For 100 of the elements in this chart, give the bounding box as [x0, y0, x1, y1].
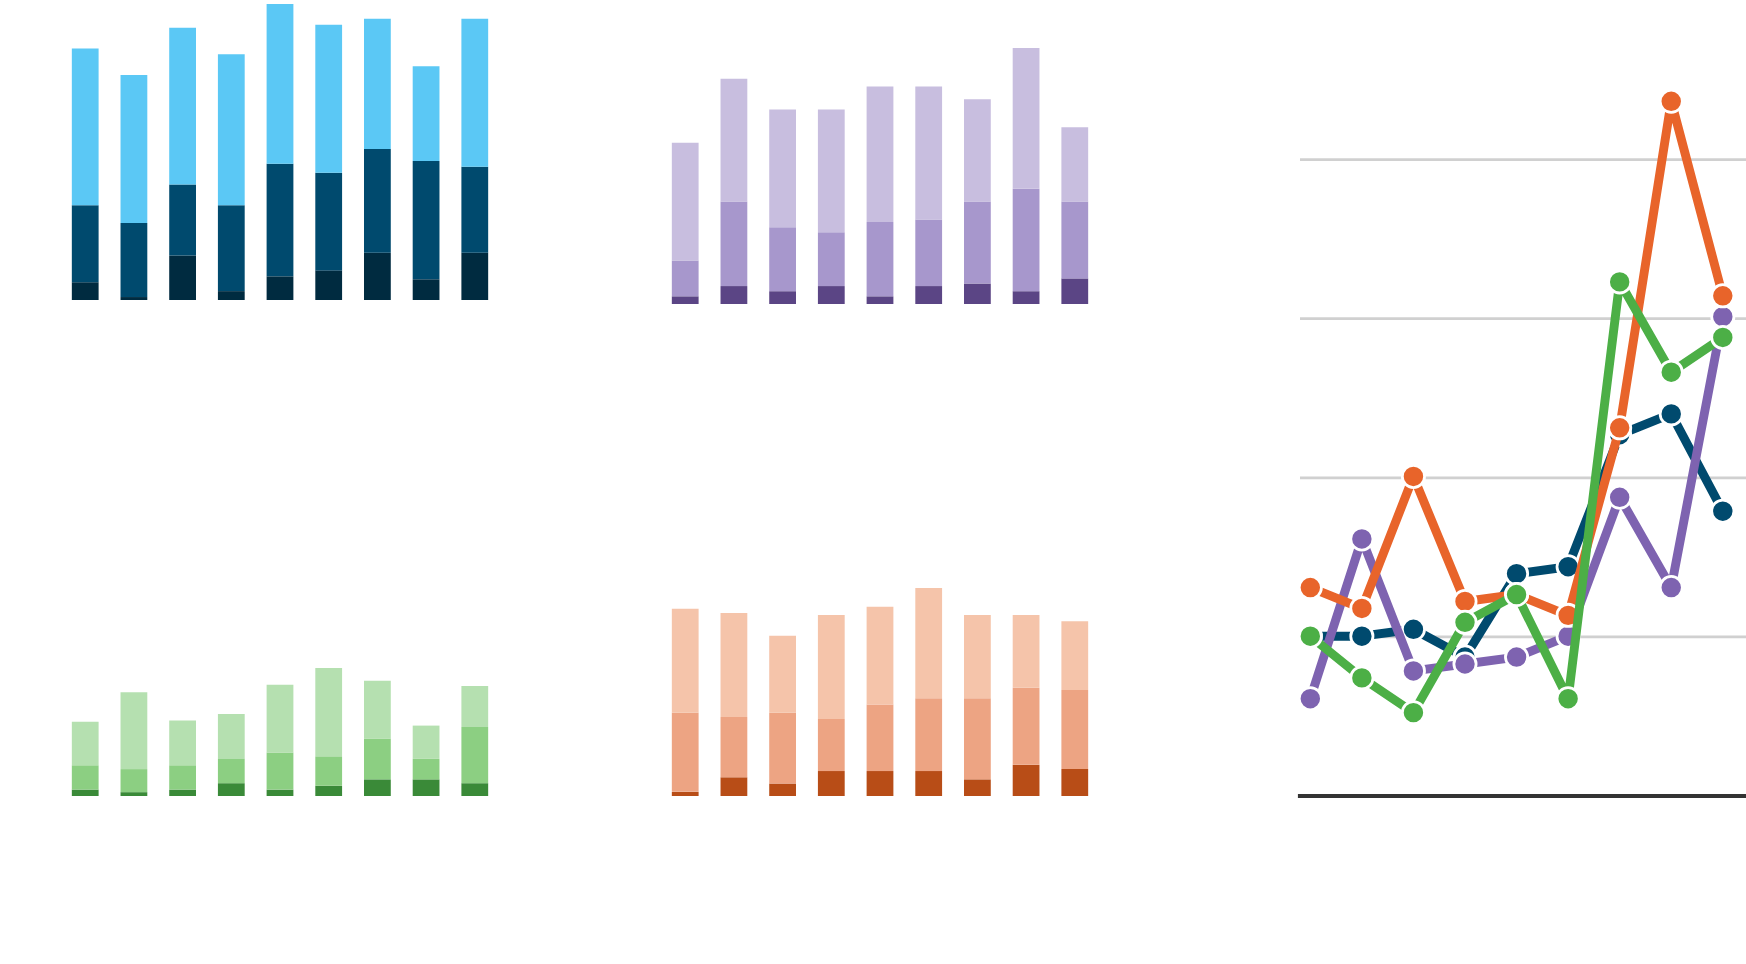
bar: [769, 109, 796, 228]
bar: [671, 260, 699, 297]
bar: [364, 252, 391, 300]
point: [1452, 609, 1478, 635]
bar: [315, 270, 343, 300]
bar: [71, 789, 99, 796]
bar: [412, 758, 440, 780]
bar: [915, 588, 943, 699]
bar: [412, 66, 440, 161]
bar: [915, 86, 943, 220]
point: [1349, 623, 1375, 649]
point: [1658, 401, 1684, 427]
point: [1607, 269, 1633, 295]
point: [1300, 686, 1323, 712]
bar: [1061, 278, 1089, 304]
bar: [671, 712, 699, 792]
bar: [461, 166, 489, 253]
bar: [217, 714, 245, 759]
bar: [866, 606, 894, 705]
bar: [1061, 621, 1089, 690]
point: [1607, 484, 1633, 510]
bar: [71, 721, 99, 766]
bar: [461, 783, 489, 796]
bar: [461, 685, 489, 727]
bar: [71, 205, 99, 283]
point: [1710, 283, 1736, 309]
bar: [720, 777, 748, 796]
bar: [266, 752, 294, 790]
bar: [266, 684, 294, 753]
bar: [412, 725, 440, 759]
bar: [315, 668, 343, 757]
point: [1349, 526, 1375, 552]
bar: [817, 109, 845, 233]
point: [1504, 644, 1530, 670]
bar: [71, 48, 99, 206]
bar: [266, 789, 294, 796]
bar: [866, 86, 894, 223]
point: [1452, 588, 1478, 614]
bar: [817, 615, 845, 720]
bar: [412, 160, 440, 280]
point: [1504, 561, 1530, 587]
point: [1658, 88, 1684, 114]
point: [1710, 324, 1736, 350]
bar: [120, 769, 148, 793]
bar: [671, 296, 699, 304]
bar: [1012, 615, 1040, 688]
bar: [315, 172, 343, 271]
bar: [769, 291, 796, 304]
bar: [866, 704, 894, 772]
bar: [866, 771, 894, 796]
bar: [1061, 689, 1089, 769]
bar: [364, 738, 391, 780]
point: [1607, 415, 1633, 441]
bar: [364, 149, 391, 253]
bar: [720, 201, 748, 287]
bar: [915, 771, 943, 796]
bar: [720, 286, 748, 304]
bar: [412, 779, 440, 796]
bar: [169, 789, 196, 796]
bar: [1061, 127, 1089, 202]
point: [1400, 616, 1426, 642]
bar: [964, 779, 991, 796]
point: [1400, 658, 1426, 684]
bar: [817, 232, 845, 287]
bar: [720, 78, 748, 202]
point: [1710, 498, 1736, 524]
point: [1400, 463, 1426, 489]
bar: [169, 27, 196, 185]
bar: [266, 276, 294, 300]
bar: [964, 201, 991, 284]
bar: [461, 252, 489, 300]
point: [1658, 359, 1684, 385]
bar: [169, 184, 196, 256]
bar: [169, 255, 196, 300]
bar: [866, 222, 894, 297]
bar: [120, 75, 148, 224]
bar: [315, 24, 343, 173]
bar: [364, 779, 391, 796]
bar: [169, 720, 196, 766]
bar: [461, 726, 489, 784]
point: [1658, 575, 1684, 601]
bar: [671, 142, 699, 261]
bar: [866, 296, 894, 304]
bar: [461, 18, 489, 167]
bar: [71, 765, 99, 790]
bar: [769, 783, 796, 796]
bar: [1061, 201, 1089, 279]
bar: [915, 698, 943, 772]
bar: [817, 771, 845, 796]
point: [1349, 665, 1375, 691]
bar: [364, 18, 391, 150]
bar: [1012, 188, 1040, 292]
bar: [412, 279, 440, 300]
bar: [217, 783, 245, 796]
bar: [769, 635, 796, 713]
point: [1349, 595, 1375, 621]
bar: [671, 608, 699, 713]
bar: [964, 283, 991, 304]
bar: [720, 716, 748, 778]
bar: [817, 286, 845, 304]
